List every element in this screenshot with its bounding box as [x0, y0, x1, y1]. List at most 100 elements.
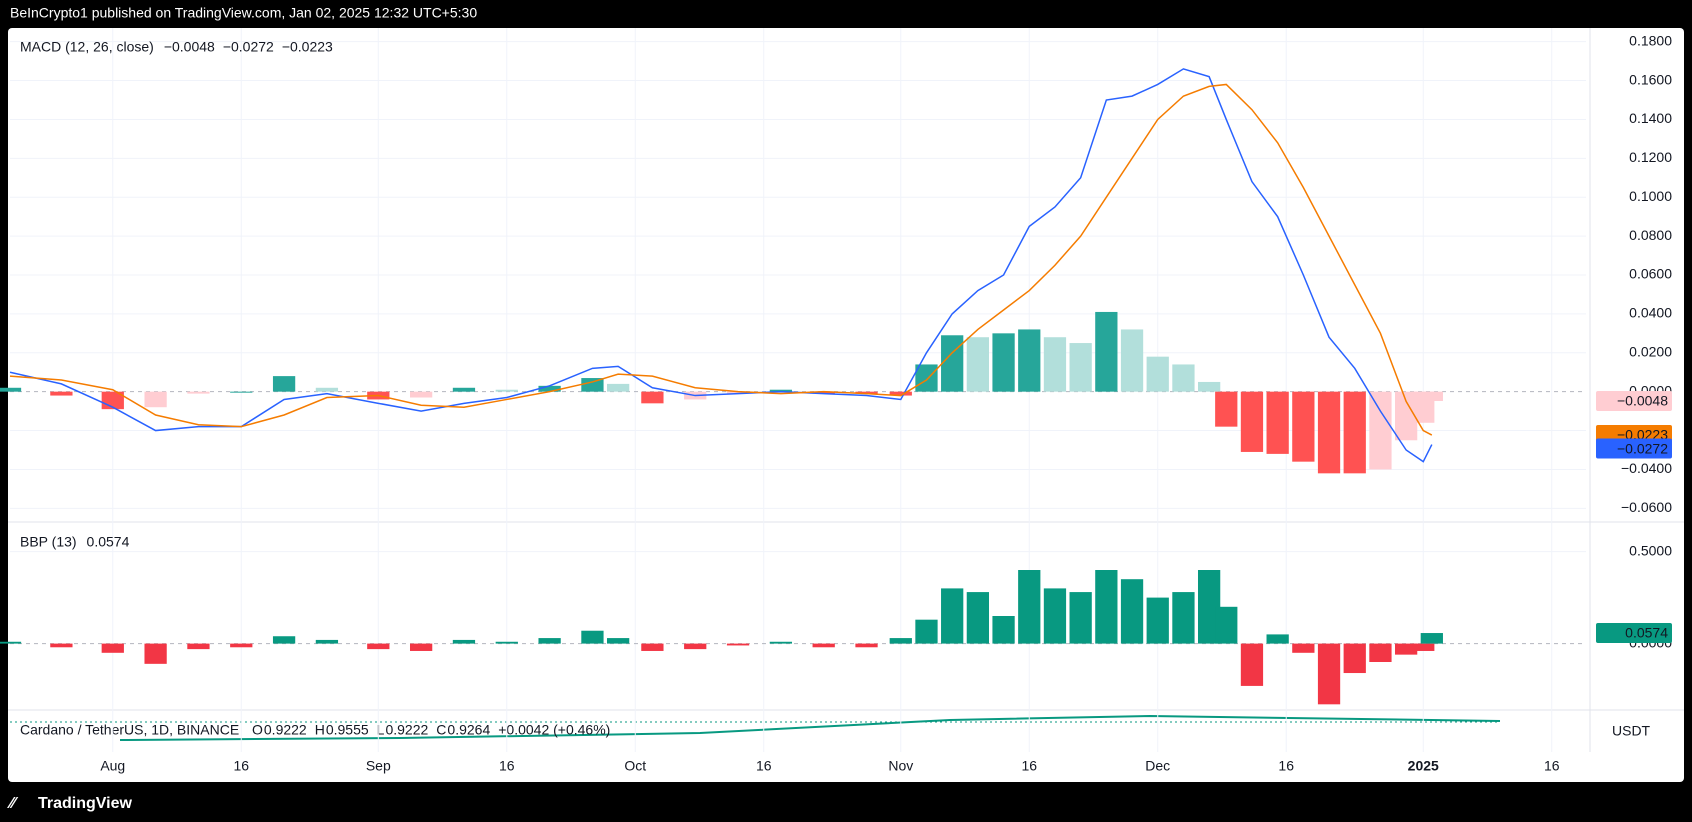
histogram-bar	[855, 391, 878, 394]
histogram-bar	[641, 391, 664, 404]
y-tick-label: 0.1200	[1629, 149, 1672, 165]
bbp-bar	[1317, 643, 1341, 705]
x-tick-label: 16	[1278, 758, 1294, 774]
pane-title: BBP (13)	[20, 534, 77, 550]
bbp-bar	[1394, 643, 1418, 655]
bbp-bar	[889, 638, 912, 644]
pane-title: MACD (12, 26, close)	[20, 39, 154, 55]
legend-value: −0.0272	[223, 39, 274, 55]
y-tick-label: 0.0200	[1629, 343, 1672, 359]
histogram-bar	[1394, 391, 1418, 441]
histogram-bar	[1069, 343, 1092, 392]
x-tick-label: Sep	[366, 758, 391, 774]
histogram-bar	[315, 387, 339, 392]
currency: USDT	[1612, 723, 1651, 739]
histogram-bar	[452, 387, 476, 392]
bbp-bar	[1172, 592, 1195, 644]
bbp-bar	[726, 643, 750, 646]
bbp-bar	[272, 636, 296, 644]
bbp-bar	[1420, 633, 1443, 644]
bbp-bar	[1197, 570, 1221, 644]
histogram-bar	[966, 337, 990, 392]
histogram-bar	[581, 378, 604, 392]
bbp-bar	[1266, 634, 1289, 644]
x-tick-label: 16	[756, 758, 772, 774]
bbp-bar	[606, 638, 630, 644]
bbp-bar	[641, 643, 664, 651]
histogram-bar	[1343, 391, 1366, 474]
x-tick-label: 16	[499, 758, 515, 774]
bbp-bar	[769, 641, 793, 644]
bbp-bar	[1069, 592, 1092, 644]
histogram-bar	[992, 333, 1015, 392]
histogram-bar	[1240, 391, 1264, 452]
y-tick-label: −0.0600	[1621, 499, 1672, 515]
macd-line	[9, 68, 1433, 463]
x-tick-label: Nov	[888, 758, 913, 774]
symbol-h: 0.9555	[326, 722, 369, 738]
symbol-o: 0.9222	[264, 722, 307, 738]
histogram-bar	[538, 385, 561, 392]
bbp-bar	[1292, 643, 1315, 653]
histogram-bar	[1095, 311, 1118, 392]
histogram-bar	[495, 389, 518, 392]
bbp-bar	[855, 643, 878, 648]
bbp-bar	[581, 630, 604, 644]
x-tick-label: 16	[1021, 758, 1037, 774]
histogram-bar	[1420, 391, 1443, 401]
symbol-l: 0.9222	[385, 722, 428, 738]
price-candles	[119, 714, 1501, 741]
bbp-bar	[409, 643, 433, 651]
bbp-bar	[1018, 570, 1041, 644]
y-tick-label: 0.5000	[1629, 542, 1672, 558]
bbp-bar	[1240, 643, 1264, 686]
histogram-bar	[1292, 391, 1315, 462]
bbp-bar	[1146, 597, 1169, 644]
bbp-bar	[187, 643, 210, 650]
x-tick-label: Oct	[624, 758, 646, 774]
y-tick-label: −0.0400	[1621, 460, 1672, 476]
symbol-change: +0.0042 (+0.46%)	[498, 722, 610, 738]
bbp-bar	[941, 588, 964, 644]
symbol-c_label: C	[436, 722, 446, 738]
histogram-bar	[1197, 381, 1221, 392]
histogram-bar	[144, 391, 167, 408]
histogram-badge	[1596, 391, 1672, 411]
bbp-bar	[50, 643, 73, 648]
x-tick-label: 16	[1544, 758, 1560, 774]
histogram-bar	[1369, 391, 1392, 470]
symbol-c: 0.9264	[447, 722, 490, 738]
bbp-bar	[367, 643, 390, 650]
bbp-bar	[230, 643, 253, 648]
y-tick-label: 0.1000	[1629, 188, 1672, 204]
macd-badge-label: −0.0272	[1617, 440, 1668, 456]
bbp-badge-label: 0.0574	[1625, 625, 1668, 641]
bbp-bar	[315, 639, 339, 644]
histogram-bar	[1146, 356, 1169, 392]
histogram-bar	[1215, 391, 1238, 427]
bbp-bar	[915, 619, 938, 644]
histogram-bar	[1043, 337, 1067, 392]
histogram-bar	[1317, 391, 1341, 474]
macd-line	[9, 83, 1433, 436]
bbp-bar	[1120, 579, 1144, 644]
histogram-bar	[1266, 391, 1289, 454]
y-tick-label: 0.1600	[1629, 71, 1672, 87]
histogram-bar	[769, 389, 793, 392]
bbp-bar	[495, 641, 518, 644]
x-tick-label: 16	[233, 758, 249, 774]
symbol-l_label: L	[377, 722, 385, 738]
histogram-bar	[1018, 329, 1041, 392]
brand: TradingView	[38, 795, 133, 812]
bbp-bar	[812, 643, 835, 648]
publish-info: BeInCrypto1 published on TradingView.com…	[10, 5, 477, 21]
histogram-bar	[0, 387, 22, 392]
symbol-h_label: H	[315, 722, 325, 738]
histogram-bar	[187, 391, 210, 394]
histogram-bar	[726, 391, 750, 394]
legend-value: 0.0574	[87, 534, 130, 550]
histogram-bar	[889, 391, 912, 396]
y-tick-label: 0.0400	[1629, 305, 1672, 321]
brand-logo: ⁄⁄	[7, 795, 19, 812]
